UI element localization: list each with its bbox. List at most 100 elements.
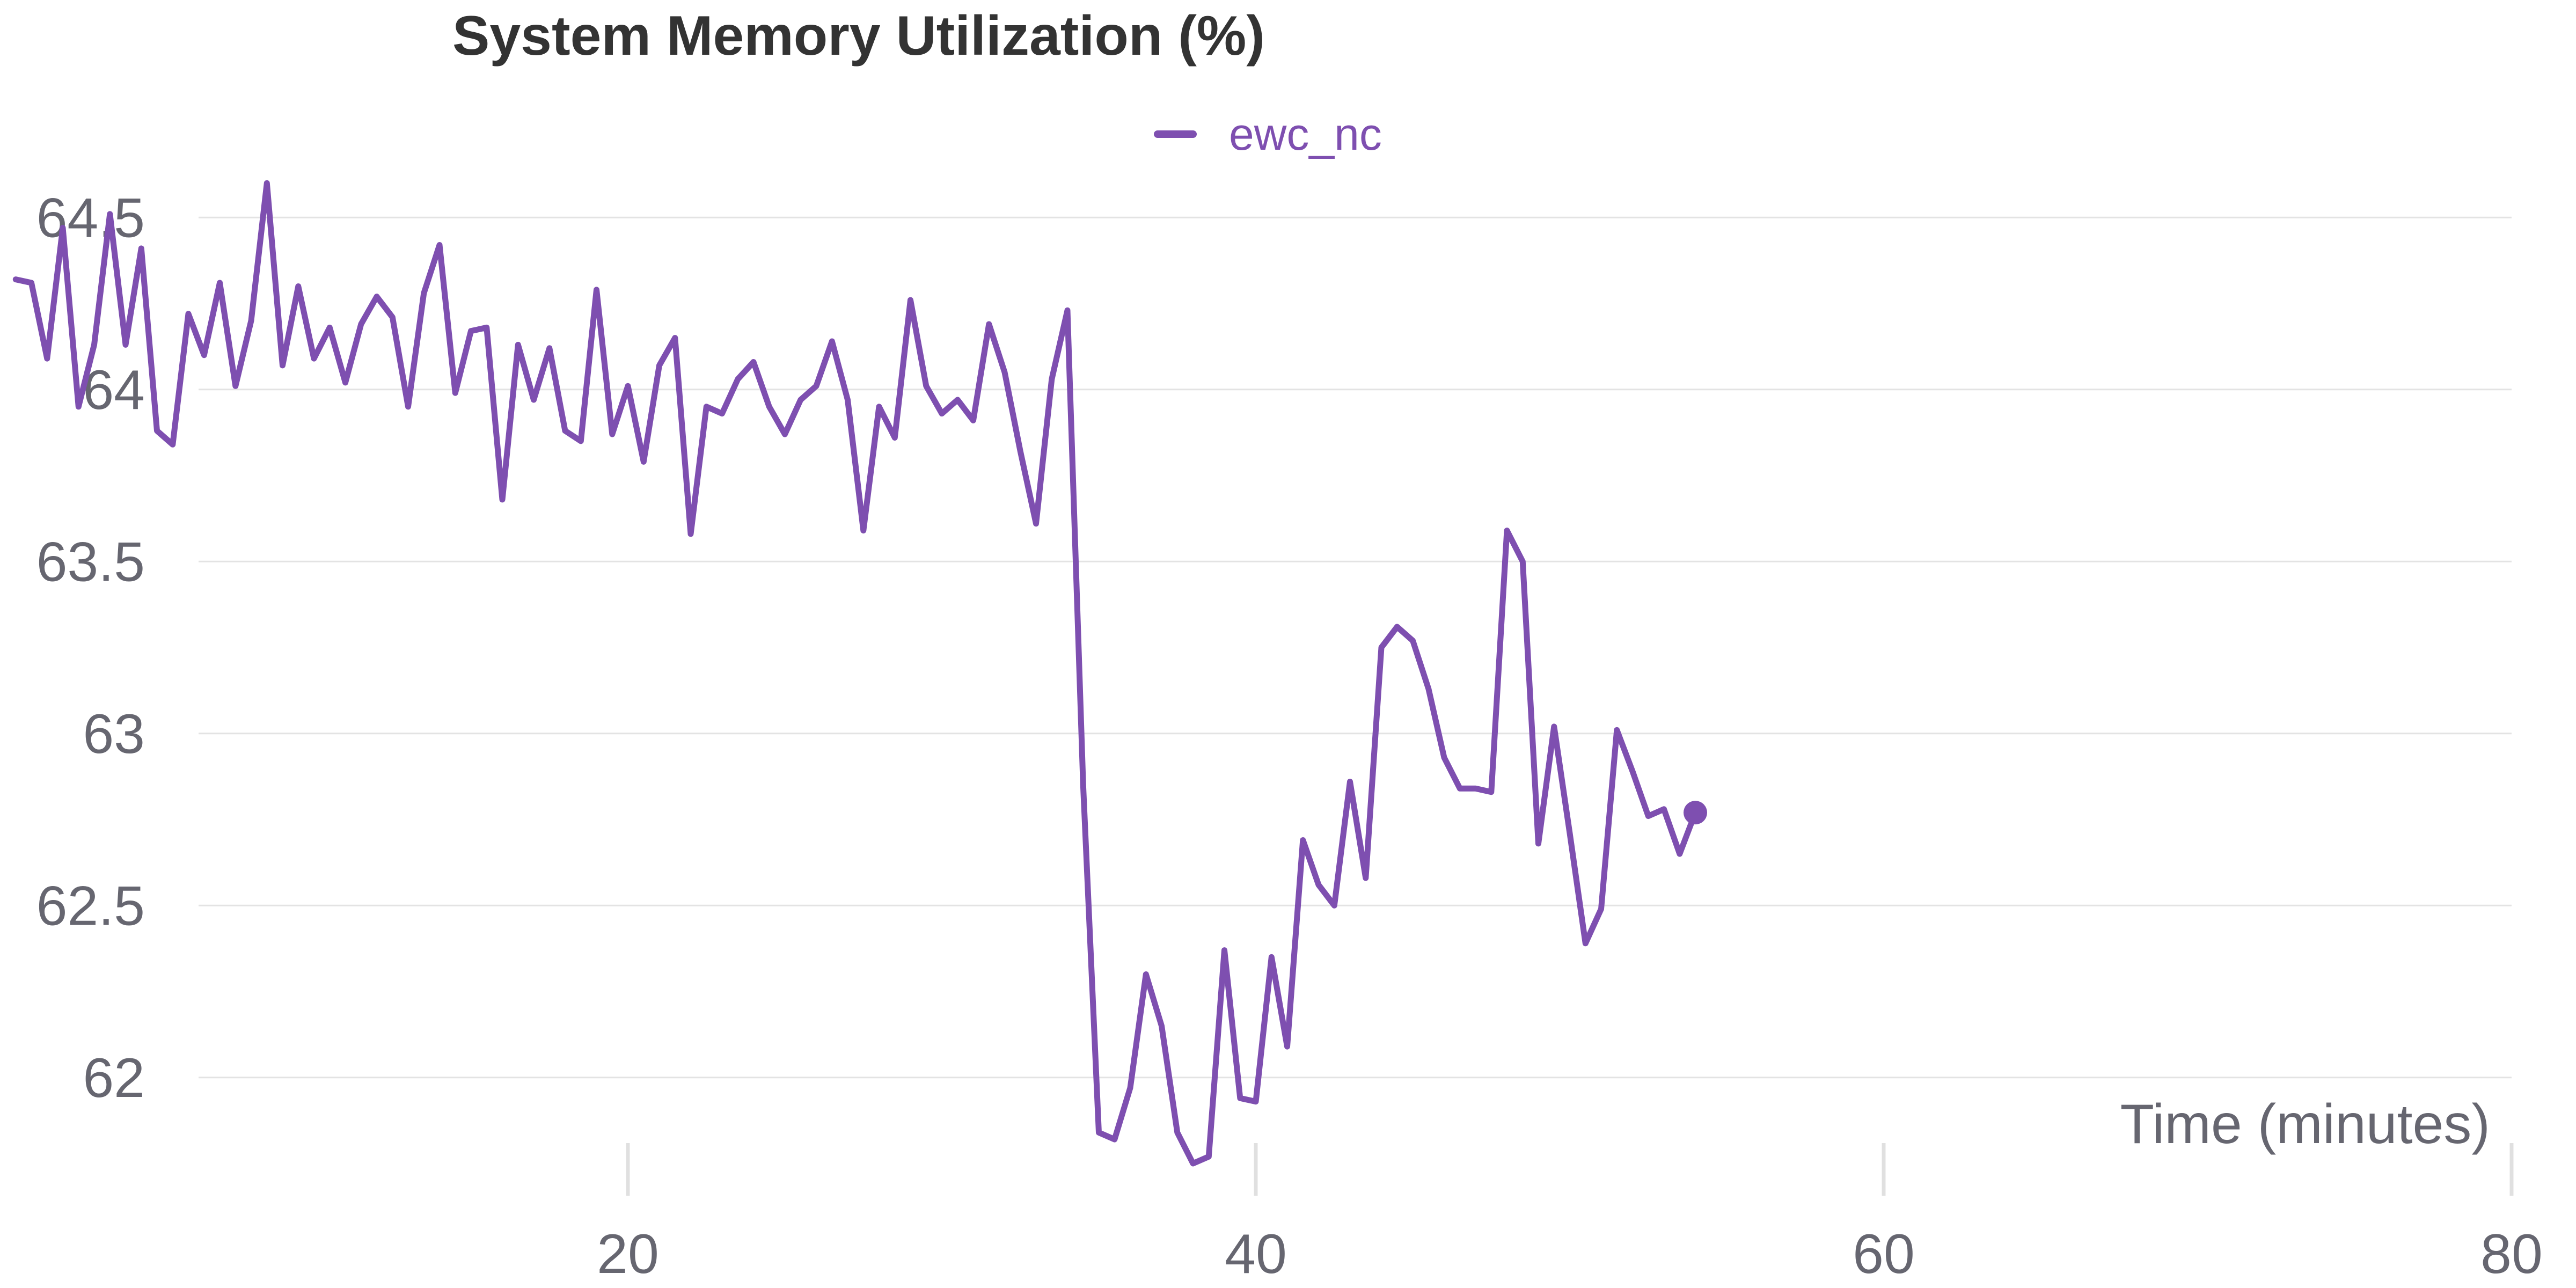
- data-point[interactable]: [1283, 1042, 1292, 1051]
- data-point[interactable]: [451, 389, 459, 397]
- data-point[interactable]: [1518, 557, 1527, 566]
- data-point[interactable]: [1660, 805, 1668, 814]
- data-point[interactable]: [420, 289, 428, 297]
- data-point[interactable]: [262, 179, 271, 187]
- data-point[interactable]: [388, 313, 397, 321]
- data-point[interactable]: [1440, 753, 1448, 762]
- data-point[interactable]: [1236, 1094, 1245, 1102]
- data-point[interactable]: [1565, 829, 1574, 838]
- data-point[interactable]: [184, 310, 193, 318]
- data-point[interactable]: [90, 340, 99, 349]
- data-point[interactable]: [592, 286, 601, 294]
- data-point[interactable]: [1267, 953, 1276, 961]
- data-point[interactable]: [1158, 1022, 1166, 1030]
- data-point[interactable]: [1628, 767, 1637, 775]
- data-point[interactable]: [875, 402, 883, 411]
- data-point[interactable]: [247, 317, 255, 325]
- data-point[interactable]: [216, 279, 224, 287]
- data-point[interactable]: [1141, 970, 1150, 978]
- data-point[interactable]: [1220, 946, 1229, 955]
- data-point[interactable]: [1503, 526, 1511, 535]
- data-point[interactable]: [325, 323, 334, 332]
- data-point[interactable]: [765, 402, 773, 411]
- data-point[interactable]: [639, 457, 648, 466]
- data-point[interactable]: [121, 340, 130, 349]
- data-point[interactable]: [576, 437, 585, 445]
- data-point[interactable]: [310, 354, 318, 363]
- data-point[interactable]: [153, 427, 162, 435]
- data-point[interactable]: [74, 402, 83, 411]
- data-point[interactable]: [1095, 1128, 1103, 1137]
- data-point[interactable]: [1362, 874, 1370, 882]
- data-point[interactable]: [1597, 905, 1606, 913]
- data-point[interactable]: [545, 344, 554, 353]
- last-point-marker[interactable]: [1684, 801, 1707, 825]
- data-point[interactable]: [1016, 447, 1024, 456]
- data-point[interactable]: [953, 396, 962, 404]
- data-point[interactable]: [796, 396, 805, 404]
- data-point[interactable]: [1189, 1159, 1197, 1168]
- data-point[interactable]: [1487, 788, 1496, 796]
- data-point[interactable]: [1126, 1084, 1135, 1092]
- data-point[interactable]: [718, 409, 727, 418]
- data-point[interactable]: [341, 378, 350, 387]
- data-point[interactable]: [781, 430, 789, 438]
- data-point[interactable]: [357, 320, 365, 328]
- data-point[interactable]: [372, 292, 381, 301]
- data-point[interactable]: [1581, 939, 1590, 948]
- data-point[interactable]: [1048, 375, 1056, 384]
- data-point[interactable]: [1644, 812, 1652, 821]
- data-point[interactable]: [1110, 1135, 1119, 1144]
- data-point[interactable]: [279, 361, 287, 370]
- data-point[interactable]: [624, 382, 632, 390]
- data-point[interactable]: [1079, 781, 1087, 789]
- data-point[interactable]: [1455, 784, 1464, 793]
- data-point[interactable]: [106, 210, 114, 218]
- data-point[interactable]: [404, 402, 413, 411]
- data-point[interactable]: [200, 351, 208, 360]
- data-point[interactable]: [514, 340, 522, 349]
- series-line-ewc_nc[interactable]: [12, 180, 1699, 1167]
- data-point[interactable]: [1550, 722, 1558, 731]
- data-point[interactable]: [1424, 684, 1433, 693]
- data-point[interactable]: [435, 241, 444, 250]
- data-point[interactable]: [231, 382, 240, 390]
- data-point[interactable]: [294, 282, 303, 290]
- data-point[interactable]: [1173, 1128, 1182, 1137]
- data-point[interactable]: [467, 327, 475, 335]
- data-point[interactable]: [1204, 1152, 1213, 1161]
- legend[interactable]: ewc_nc: [1154, 102, 1382, 166]
- data-point[interactable]: [1377, 643, 1386, 652]
- data-point[interactable]: [1252, 1097, 1260, 1106]
- data-point[interactable]: [686, 530, 695, 538]
- data-point[interactable]: [11, 275, 20, 284]
- data-point[interactable]: [890, 433, 899, 442]
- data-point[interactable]: [482, 323, 491, 332]
- data-point[interactable]: [828, 337, 836, 346]
- data-point[interactable]: [812, 382, 821, 390]
- data-point[interactable]: [859, 526, 868, 535]
- data-point[interactable]: [1063, 306, 1072, 314]
- data-point[interactable]: [58, 223, 67, 232]
- data-point[interactable]: [922, 382, 931, 390]
- data-point[interactable]: [1409, 636, 1417, 645]
- data-point[interactable]: [608, 430, 617, 438]
- data-point[interactable]: [1393, 623, 1401, 631]
- data-point[interactable]: [969, 416, 978, 425]
- data-point[interactable]: [561, 427, 569, 435]
- data-point[interactable]: [1472, 784, 1480, 793]
- data-point[interactable]: [1534, 839, 1543, 848]
- data-point[interactable]: [498, 495, 507, 504]
- data-point[interactable]: [1314, 881, 1323, 889]
- data-point[interactable]: [1000, 368, 1009, 377]
- data-point[interactable]: [1613, 726, 1621, 734]
- data-point[interactable]: [1346, 777, 1355, 786]
- data-point[interactable]: [734, 375, 742, 384]
- data-point[interactable]: [169, 440, 177, 449]
- data-point[interactable]: [1032, 519, 1041, 528]
- data-point[interactable]: [530, 396, 538, 404]
- data-point[interactable]: [655, 361, 664, 370]
- data-point[interactable]: [702, 402, 711, 411]
- data-point[interactable]: [43, 354, 52, 363]
- data-point[interactable]: [749, 357, 758, 366]
